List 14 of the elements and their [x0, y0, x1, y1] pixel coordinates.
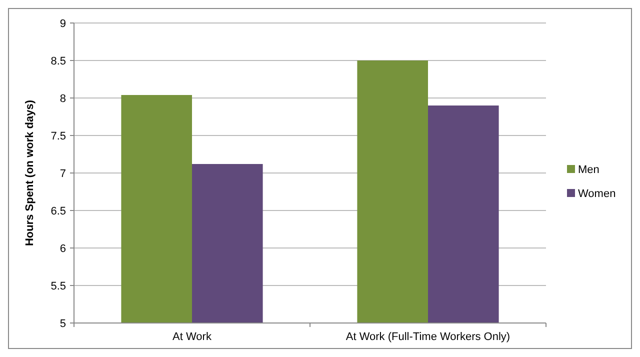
y-tick-label: 8.5 — [50, 55, 66, 68]
y-tick-label: 6 — [60, 242, 66, 255]
y-tick-label: 9 — [60, 18, 66, 30]
legend-label: Women — [578, 188, 616, 200]
x-tick-label: At Work — [172, 331, 212, 343]
y-tick-label: 6.5 — [50, 205, 66, 218]
legend-label: Men — [578, 164, 600, 176]
y-axis-title: Hours Spent (on work days) — [24, 100, 36, 246]
x-tick-label: At Work (Full-Time Workers Only) — [346, 331, 510, 343]
y-tick-label: 5.5 — [50, 280, 66, 292]
y-tick-label: 5 — [60, 318, 66, 330]
y-tick-label: 8 — [60, 92, 66, 105]
y-tick-label: 7 — [60, 168, 66, 180]
y-tick-label: 7.5 — [50, 130, 66, 142]
